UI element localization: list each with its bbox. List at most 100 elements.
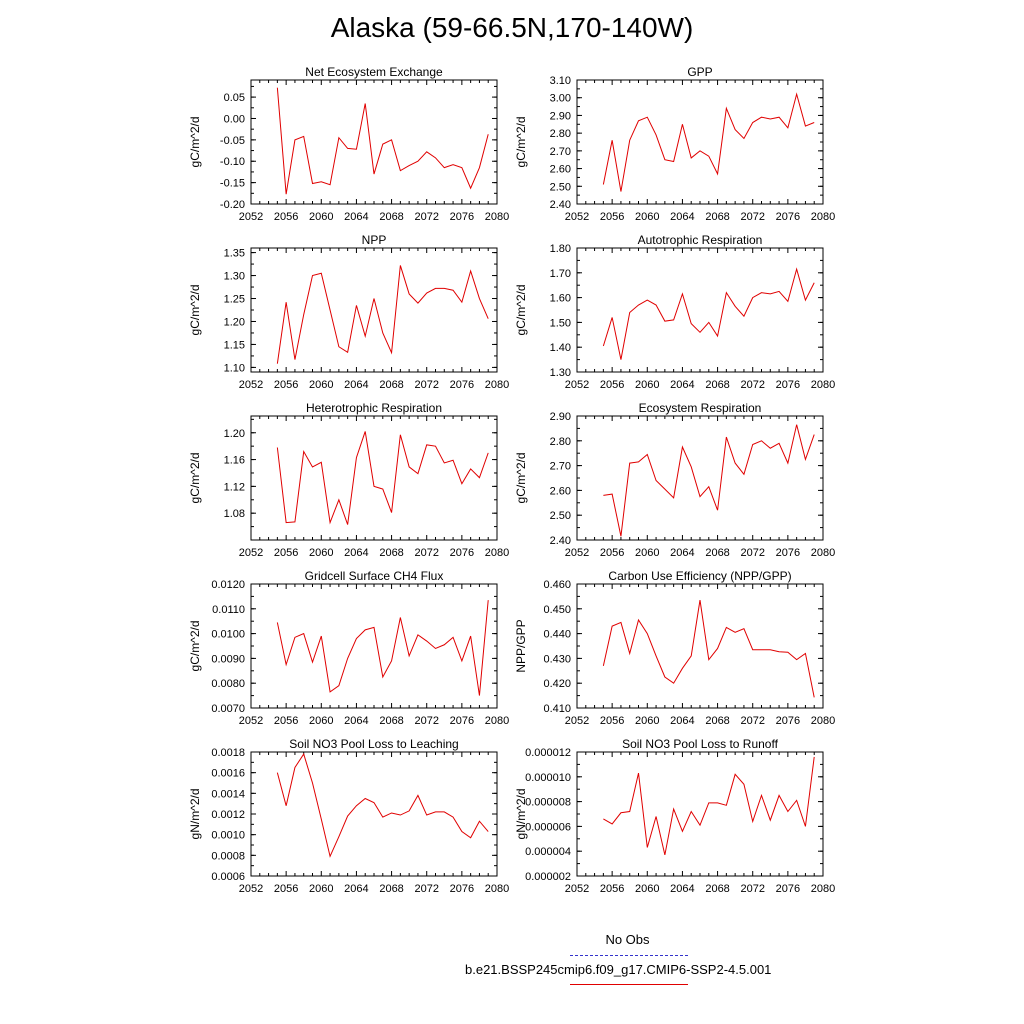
- plot-frame: [576, 415, 824, 541]
- x-tick-label: 2060: [635, 547, 659, 559]
- x-tick-label: 2052: [565, 883, 589, 895]
- x-tick-label: 2060: [635, 715, 659, 727]
- chart-gridcell-surface-ch4-flux: Gridcell Surface CH4 Flux gC/m^2/d 2052 205…: [188, 569, 509, 727]
- x-tick-label: 2068: [705, 379, 729, 391]
- series-line: [602, 92, 815, 192]
- y-tick-label: 0.00: [224, 113, 245, 125]
- y-tick-label: 0.05: [224, 92, 245, 104]
- y-tick-label: 1.35: [224, 248, 245, 260]
- x-tick-label: 2060: [309, 379, 333, 391]
- y-tick-label: 0.0100: [211, 629, 245, 641]
- y-tick-label: 0.0014: [211, 788, 245, 800]
- x-tick-label: 2072: [414, 883, 438, 895]
- chart-carbon-use-efficiency-npp-gpp: Carbon Use Efficiency (NPP/GPP) NPP/GPP 20…: [514, 569, 835, 727]
- x-tick-label: 2068: [379, 547, 403, 559]
- x-tick-label: 2072: [414, 715, 438, 727]
- x-tick-label: 2076: [776, 547, 800, 559]
- chart-title: GPP: [687, 65, 712, 79]
- plot-frame: [576, 751, 824, 877]
- y-tick-label: 0.420: [543, 678, 571, 690]
- y-tick-label: 0.0016: [211, 768, 245, 780]
- y-tick-label: 1.16: [224, 455, 245, 467]
- y-tick-label: 0.0120: [211, 579, 245, 591]
- x-tick-label: 2052: [565, 715, 589, 727]
- x-tick-label: 2080: [811, 547, 835, 559]
- x-tick-label: 2056: [274, 547, 298, 559]
- x-tick-label: 2072: [740, 211, 764, 223]
- x-tick-label: 2064: [344, 379, 368, 391]
- x-tick-label: 2060: [309, 547, 333, 559]
- y-tick-label: 0.450: [543, 604, 571, 616]
- y-tick-label: 1.15: [224, 339, 245, 351]
- y-tick-label: 2.40: [550, 535, 571, 547]
- x-tick-label: 2076: [776, 883, 800, 895]
- y-tick-label: 2.80: [550, 128, 571, 140]
- x-tick-label: 2060: [635, 211, 659, 223]
- y-tick-label: 1.20: [224, 428, 245, 440]
- chart-title: Net Ecosystem Exchange: [305, 65, 443, 79]
- x-tick-label: 2072: [740, 715, 764, 727]
- y-tick-label: 1.60: [550, 293, 571, 305]
- y-tick-label: 0.430: [543, 653, 571, 665]
- y-tick-label: 2.70: [550, 146, 571, 158]
- y-axis-label: gN/m^2/d: [188, 789, 202, 840]
- x-tick-label: 2064: [670, 211, 694, 223]
- series-line: [603, 424, 815, 537]
- x-tick-label: 2052: [565, 379, 589, 391]
- y-tick-label: -0.20: [220, 199, 245, 211]
- x-tick-label: 2056: [600, 715, 624, 727]
- y-axis-label: gC/m^2/d: [188, 621, 202, 672]
- x-tick-label: 2068: [379, 715, 403, 727]
- series-line: [276, 265, 489, 364]
- x-tick-label: 2056: [274, 883, 298, 895]
- x-tick-label: 2052: [239, 715, 263, 727]
- x-tick-label: 2064: [670, 379, 694, 391]
- x-tick-label: 2060: [635, 379, 659, 391]
- y-tick-label: 0.0008: [211, 850, 245, 862]
- y-tick-label: -0.05: [220, 135, 245, 147]
- series-line: [276, 600, 489, 696]
- y-tick-label: 1.30: [224, 271, 245, 283]
- x-tick-label: 2072: [414, 547, 438, 559]
- y-tick-label: 0.000004: [525, 846, 571, 858]
- y-tick-label: 0.460: [543, 579, 571, 591]
- y-tick-label: 2.60: [550, 164, 571, 176]
- x-tick-label: 2072: [414, 211, 438, 223]
- y-axis-label: gC/m^2/d: [188, 453, 202, 504]
- y-tick-label: 1.80: [550, 243, 571, 255]
- y-tick-label: 2.50: [550, 510, 571, 522]
- chart-grid: Net Ecosystem Exchange gC/m^2/d 2052 2056 20…: [188, 65, 835, 895]
- x-tick-label: 2064: [344, 715, 368, 727]
- y-tick-label: 3.10: [550, 75, 571, 87]
- series-line: [602, 600, 815, 698]
- y-axis-label: gN/m^2/d: [514, 789, 528, 840]
- legend-label-obs: No Obs: [605, 932, 650, 947]
- x-tick-label: 2068: [705, 883, 729, 895]
- x-tick-label: 2080: [485, 211, 509, 223]
- chart-soil-no3-pool-loss-to-leaching: Soil NO3 Pool Loss to Leaching gN/m^2/d 20…: [188, 737, 509, 895]
- x-tick-label: 2080: [811, 379, 835, 391]
- y-tick-label: 0.0010: [211, 830, 245, 842]
- x-tick-label: 2056: [600, 547, 624, 559]
- y-tick-label: 2.80: [550, 436, 571, 448]
- x-tick-label: 2056: [600, 211, 624, 223]
- y-tick-label: 1.10: [224, 362, 245, 374]
- chart-gpp: GPP gC/m^2/d 2052 2056 2060 2064 2068 2072 2076 2…: [514, 65, 835, 223]
- plot-frame: [250, 583, 498, 709]
- y-tick-label: 0.440: [543, 629, 571, 641]
- x-tick-label: 2064: [670, 715, 694, 727]
- x-tick-label: 2076: [450, 547, 474, 559]
- chart-title: Gridcell Surface CH4 Flux: [305, 569, 444, 583]
- x-tick-label: 2056: [274, 211, 298, 223]
- plot-frame: [250, 247, 498, 373]
- y-tick-label: 2.90: [550, 411, 571, 423]
- chart-ecosystem-respiration: Ecosystem Respiration gC/m^2/d 2052 2056 206…: [514, 401, 835, 559]
- x-tick-label: 2076: [450, 379, 474, 391]
- chart-title: Autotrophic Respiration: [638, 233, 763, 247]
- y-tick-label: 2.50: [550, 181, 571, 193]
- x-tick-label: 2060: [309, 211, 333, 223]
- x-tick-label: 2056: [274, 715, 298, 727]
- y-axis-label: NPP/GPP: [514, 619, 528, 672]
- x-tick-label: 2060: [309, 883, 333, 895]
- x-tick-label: 2052: [565, 211, 589, 223]
